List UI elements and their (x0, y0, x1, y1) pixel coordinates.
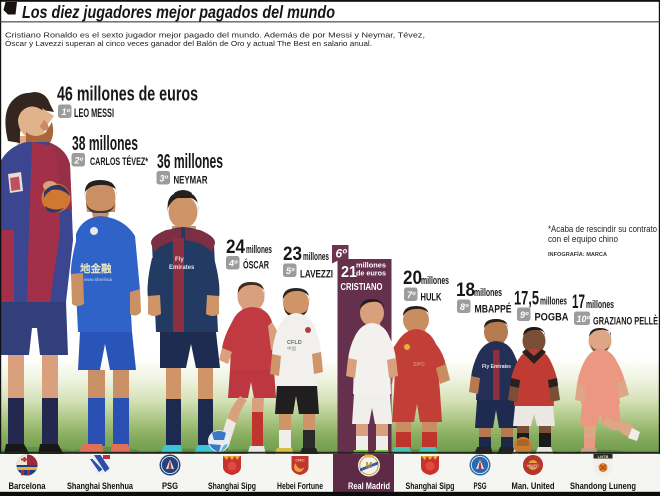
svg-text:millones: millones (474, 287, 502, 299)
svg-text:*Acaba de rescindir su contrat: *Acaba de rescindir su contrato (548, 224, 657, 234)
svg-text:Cristiano Ronaldo es el sexto: Cristiano Ronaldo es el sexto jugador me… (5, 31, 425, 40)
svg-text:8º: 8º (460, 302, 469, 312)
svg-text:M: M (366, 461, 373, 470)
svg-text:SIPG: SIPG (413, 362, 425, 368)
svg-text:POGBA: POGBA (535, 312, 569, 324)
svg-text:INFOGRAFÍA: MARCA: INFOGRAFÍA: MARCA (548, 250, 607, 258)
svg-text:Shandong Luneng: Shandong Luneng (570, 481, 636, 492)
svg-text:3º: 3º (160, 174, 169, 184)
svg-text:Hebei Fortune: Hebei Fortune (277, 481, 323, 492)
svg-text:CRISTIANO: CRISTIANO (341, 281, 383, 293)
svg-text:www.shenhua: www.shenhua (84, 277, 113, 282)
svg-text:38 millones: 38 millones (72, 133, 138, 155)
svg-text:Shanghai Sipg: Shanghai Sipg (208, 481, 256, 492)
svg-text:46 millones de euros: 46 millones de euros (57, 84, 198, 106)
svg-text:millones: millones (303, 251, 329, 263)
svg-text:9º: 9º (520, 310, 529, 320)
svg-text:Fly Emirates: Fly Emirates (482, 364, 512, 370)
svg-text:1º: 1º (62, 107, 71, 117)
svg-text:21: 21 (341, 264, 357, 281)
svg-text:LNTB: LNTB (598, 454, 609, 459)
svg-text:LAVEZZI: LAVEZZI (300, 269, 333, 281)
svg-text:23: 23 (283, 244, 302, 265)
svg-text:4º: 4º (228, 259, 238, 269)
svg-text:millones: millones (540, 296, 567, 308)
svg-text:Man. United: Man. United (512, 481, 555, 492)
svg-text:CFFC: CFFC (295, 459, 305, 463)
svg-text:10º: 10º (577, 314, 591, 324)
svg-text:CFLD: CFLD (287, 340, 302, 346)
svg-text:5º: 5º (286, 266, 295, 276)
svg-text:6º: 6º (336, 247, 348, 261)
svg-text:Shanghai Sipg: Shanghai Sipg (406, 481, 455, 492)
svg-text:MBAPPÉ: MBAPPÉ (475, 303, 512, 316)
svg-text:de euros: de euros (356, 271, 386, 278)
svg-text:PSG: PSG (474, 481, 487, 492)
svg-text:millones: millones (586, 299, 614, 311)
svg-text:2º: 2º (74, 156, 84, 166)
svg-text:Barcelona: Barcelona (9, 481, 47, 492)
svg-text:CARLOS TÉVEZ*: CARLOS TÉVEZ* (90, 155, 148, 168)
svg-text:18: 18 (456, 280, 475, 301)
svg-text:Óscar y Lavezzi superan al cin: Óscar y Lavezzi superan al cinco veces g… (5, 39, 372, 48)
svg-text:Emirates: Emirates (169, 265, 195, 271)
svg-text:HULK: HULK (421, 292, 442, 304)
svg-text:17,5: 17,5 (514, 289, 539, 310)
svg-text:millones: millones (356, 263, 386, 270)
svg-text:Real Madrid: Real Madrid (348, 481, 390, 492)
svg-text:7º: 7º (407, 290, 416, 300)
svg-text:millones: millones (246, 244, 272, 256)
svg-text:Los diez jugadores mejor pagad: Los diez jugadores mejor pagados del mun… (22, 2, 335, 22)
svg-text:17: 17 (572, 292, 585, 313)
svg-text:LEO MESSI: LEO MESSI (74, 108, 114, 120)
svg-text:24: 24 (226, 237, 245, 258)
svg-text:Shanghai Shenhua: Shanghai Shenhua (67, 481, 134, 492)
svg-text:20: 20 (403, 268, 422, 289)
svg-text:con el equipo chino: con el equipo chino (548, 234, 618, 244)
svg-text:millones: millones (421, 275, 449, 287)
svg-text:MUFC: MUFC (527, 463, 539, 468)
svg-text:地金融: 地金融 (80, 262, 112, 275)
svg-text:ÓSCAR: ÓSCAR (243, 259, 269, 272)
svg-text:PSG: PSG (162, 481, 178, 492)
svg-text:GRAZIANO PELLÈ: GRAZIANO PELLÈ (593, 315, 658, 328)
svg-text:36 millones: 36 millones (157, 151, 223, 173)
svg-text:中国: 中国 (287, 345, 296, 352)
svg-text:NEYMAR: NEYMAR (174, 175, 208, 187)
svg-text:Fly: Fly (175, 257, 184, 263)
